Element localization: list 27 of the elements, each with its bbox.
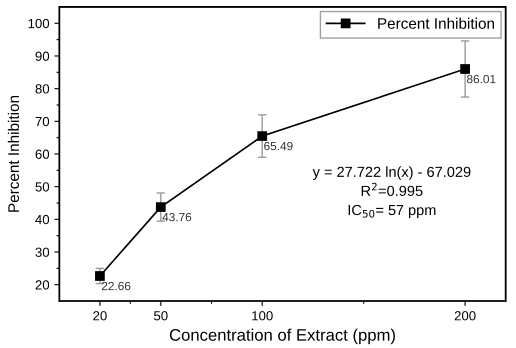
point — [460, 64, 470, 74]
y-tick-label: 50 — [35, 182, 50, 192]
annotation: IC$_{50}$= 57 ppm — [348, 204, 436, 218]
y-tick-label: 100 — [28, 18, 50, 28]
legend-label: Percent Inhibition — [378, 18, 494, 29]
y-axis-title: Percent Inhibition — [8, 96, 20, 212]
y-tick-label: 30 — [35, 248, 50, 257]
x-axis-title: Concentration of Extract (ppm) — [170, 328, 395, 344]
annotation: y = 27.722 ln(x) - 67.029 — [312, 166, 470, 180]
y-tick-label: 40 — [35, 214, 50, 224]
y-tick-label: 80 — [36, 84, 50, 94]
annotation: R$^{2}$=0.995 — [362, 182, 422, 196]
x-tick-label: 100 — [252, 311, 273, 320]
y-tick-label: 60 — [36, 150, 50, 159]
point — [257, 131, 268, 141]
data-label: 22.66 — [102, 282, 130, 290]
x-tick-label: 200 — [454, 311, 476, 320]
point — [156, 202, 166, 212]
x-tick-label: 50 — [154, 311, 168, 320]
data-label: 43.76 — [162, 212, 192, 222]
y-tick-label: 90 — [36, 52, 50, 61]
x-tick-label: 20 — [93, 311, 107, 320]
data-label: 65.49 — [264, 142, 293, 150]
y-tick-label: 20 — [36, 280, 50, 290]
data-label: 86.01 — [467, 74, 496, 84]
y-tick-label: 70 — [36, 116, 50, 126]
point — [95, 271, 105, 281]
